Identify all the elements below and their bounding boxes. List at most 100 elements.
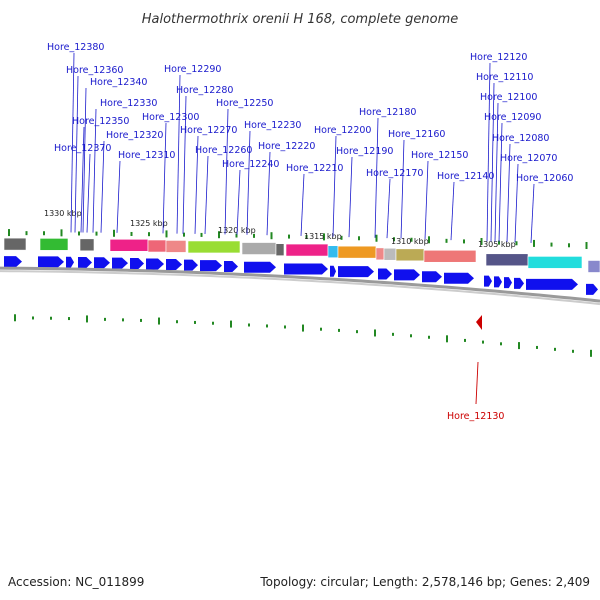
gene-label[interactable]: Hore_12250 [216, 98, 273, 109]
gene-arrow[interactable] [66, 256, 74, 268]
cog-block[interactable] [485, 253, 529, 267]
gene-label[interactable]: Hore_12080 [492, 133, 549, 144]
cog-block[interactable] [79, 238, 95, 252]
gene-arrow[interactable] [200, 260, 222, 272]
cog-block[interactable] [527, 256, 583, 269]
gene-label[interactable]: Hore_12170 [366, 168, 423, 179]
leader-line [530, 183, 535, 243]
cog-block[interactable] [275, 243, 285, 256]
gene-label[interactable]: Hore_12120 [470, 52, 527, 63]
cog-block[interactable] [109, 238, 149, 252]
cog-block[interactable] [241, 242, 277, 255]
gene-label[interactable]: Hore_12340 [90, 77, 147, 88]
cog-block[interactable] [375, 247, 385, 261]
inner-tick [230, 320, 232, 328]
cog-block[interactable] [285, 243, 329, 257]
selected-gene-label[interactable]: Hore_12130 [447, 411, 504, 422]
gene-arrow[interactable] [526, 278, 578, 290]
gene-label[interactable]: Hore_12180 [359, 107, 416, 118]
gene-label[interactable]: Hore_12140 [437, 171, 494, 182]
leader-line [224, 108, 229, 235]
gene-label[interactable]: Hore_12160 [388, 129, 445, 140]
gene-label[interactable]: Hore_12200 [314, 125, 371, 136]
gene-arrow[interactable] [338, 266, 374, 278]
outer-tick [218, 231, 220, 239]
leader-line [80, 126, 85, 233]
gene-arrow[interactable] [504, 277, 512, 289]
gene-label[interactable]: Hore_12310 [118, 150, 175, 161]
gene-arrow[interactable] [78, 256, 92, 268]
gene-label[interactable]: Hore_12330 [100, 98, 157, 109]
selected-gene-marker[interactable]: Hore_12130 [447, 315, 504, 422]
gene-label[interactable]: Hore_12260 [195, 145, 252, 156]
gene-label[interactable]: Hore_12320 [106, 130, 163, 141]
gene-arrow[interactable] [494, 276, 502, 288]
gene-label[interactable]: Hore_12360 [66, 65, 123, 76]
gene-arrow[interactable] [94, 257, 110, 269]
cog-block[interactable] [587, 260, 600, 273]
gene-arrow[interactable] [244, 261, 276, 273]
outer-tick [113, 229, 115, 237]
gene-arrow[interactable] [166, 259, 182, 271]
inner-tick [32, 316, 34, 320]
gene-label[interactable]: Hore_12370 [54, 143, 111, 154]
gene-label[interactable]: Hore_12060 [516, 173, 573, 184]
gene-arrow[interactable] [184, 259, 198, 271]
gene-label[interactable]: Hore_12280 [176, 85, 233, 96]
gene-label[interactable]: Hore_12240 [222, 159, 279, 170]
gene-arrow[interactable] [38, 256, 64, 268]
cog-color-track[interactable] [3, 237, 600, 273]
cog-block[interactable] [187, 240, 241, 254]
outer-tick [288, 234, 290, 239]
selected-gene-arrow[interactable] [476, 315, 482, 330]
gene-arrow[interactable] [4, 256, 22, 268]
gene-arrow[interactable] [586, 283, 598, 295]
cog-block[interactable] [327, 245, 339, 259]
gene-label[interactable]: Hore_12220 [258, 141, 315, 152]
leader-line [424, 160, 429, 240]
gene-label[interactable]: Hore_12090 [484, 112, 541, 123]
outer-tick [358, 236, 360, 241]
gene-label[interactable]: Hore_12070 [500, 153, 557, 164]
gene-arrow[interactable] [444, 272, 474, 284]
gene-arrow[interactable] [112, 257, 128, 269]
gene-label[interactable]: Hore_12270 [180, 125, 237, 136]
gene-label[interactable]: Hore_12150 [411, 150, 468, 161]
cog-block[interactable] [383, 247, 397, 261]
gene-label[interactable]: Hore_12300 [142, 112, 199, 123]
gene-label[interactable]: Hore_12290 [164, 64, 221, 75]
gene-arrow[interactable] [330, 265, 336, 277]
gene-arrow[interactable] [514, 277, 524, 289]
kbp-label: 1310 kbp [391, 237, 429, 246]
gene-arrow-track[interactable] [4, 256, 598, 295]
inner-tick [446, 335, 448, 343]
gene-arrow[interactable] [394, 269, 420, 281]
gene-arrow[interactable] [422, 271, 442, 283]
gene-label[interactable]: Hore_12100 [480, 92, 537, 103]
cog-block[interactable] [147, 239, 167, 253]
gene-label[interactable]: Hore_12190 [336, 146, 393, 157]
inner-tick [122, 318, 124, 322]
gene-arrow[interactable] [484, 275, 492, 287]
cog-block[interactable] [39, 238, 69, 251]
cog-block[interactable] [395, 248, 425, 262]
gene-arrow[interactable] [284, 263, 328, 275]
inner-tick [284, 325, 286, 329]
cog-block[interactable] [3, 237, 27, 251]
gene-arrow[interactable] [224, 260, 238, 272]
cog-block[interactable] [423, 249, 477, 263]
gene-label[interactable]: Hore_12110 [476, 72, 533, 83]
gene-arrow[interactable] [130, 258, 144, 270]
gene-arrow[interactable] [378, 268, 392, 280]
gene-label[interactable]: Hore_12350 [72, 116, 129, 127]
gene-label[interactable]: Hore_12210 [286, 163, 343, 174]
gene-label[interactable]: Hore_12230 [244, 120, 301, 131]
gene-arrow[interactable] [146, 258, 164, 270]
cog-block[interactable] [165, 240, 187, 253]
cog-block[interactable] [337, 245, 377, 259]
leader-line [246, 130, 251, 235]
outer-tick [130, 231, 133, 236]
gene-label[interactable]: Hore_12380 [47, 42, 104, 53]
